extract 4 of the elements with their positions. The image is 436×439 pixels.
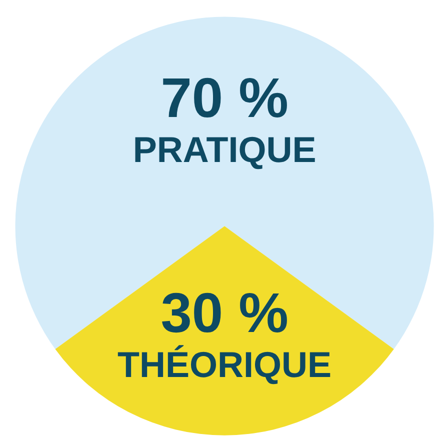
data-label: 30 % xyxy=(160,281,288,344)
data-label: 70 % xyxy=(160,66,288,129)
slice-label: PRATIQUE xyxy=(132,128,316,170)
slice-label: THÉORIQUE xyxy=(118,344,332,386)
